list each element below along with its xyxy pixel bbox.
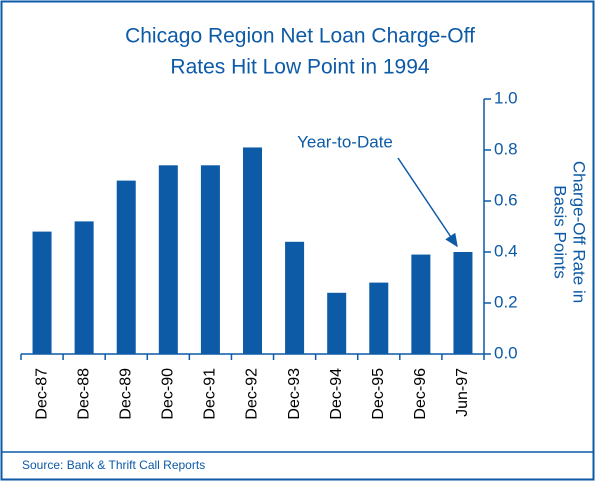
y-tick-label: 0.2 (494, 292, 518, 311)
bar (32, 231, 52, 354)
x-tick-label: Dec-96 (412, 368, 429, 420)
source-note: Source: Bank & Thrift Call Reports (22, 458, 205, 472)
x-tick-label: Dec-95 (370, 368, 387, 420)
bar (369, 282, 389, 354)
x-tick-label: Jun-97 (454, 368, 471, 417)
y-tick-label: 0.6 (494, 190, 518, 209)
bar (158, 165, 178, 354)
y-tick-label: 0.8 (494, 139, 518, 158)
bar (411, 254, 431, 354)
y-tick-label: 1.0 (494, 88, 518, 107)
bar (453, 252, 473, 354)
y-axis-label: Charge-Off Rate in Basis Points (551, 161, 589, 303)
x-tick-label: Dec-88 (75, 368, 92, 420)
y-tick-label: 0.0 (494, 343, 518, 362)
x-tick-label: Dec-92 (244, 368, 261, 420)
x-tick-label: Dec-87 (33, 368, 50, 420)
x-tick-label: Dec-94 (328, 368, 345, 420)
chart-title: Chicago Region Net Loan Charge-Off (125, 25, 475, 48)
x-tick-label: Dec-89 (117, 368, 134, 420)
x-tick-label: Dec-90 (160, 368, 177, 420)
bar (116, 180, 136, 354)
bar (74, 221, 94, 354)
bar (327, 292, 347, 354)
y-tick-label: 0.4 (494, 241, 518, 260)
bar (285, 241, 305, 354)
y-axis-label-line: Charge-Off Rate in (570, 161, 589, 303)
chart-title: Rates Hit Low Point in 1994 (170, 56, 429, 79)
x-tick-label: Dec-93 (286, 368, 303, 420)
y-axis-label-line: Basis Points (551, 185, 570, 279)
annotation: Year-to-Date (297, 132, 393, 151)
annotation-arrow (397, 157, 458, 248)
bar (200, 165, 220, 354)
bar (243, 147, 262, 354)
x-tick-label: Dec-91 (202, 368, 219, 420)
